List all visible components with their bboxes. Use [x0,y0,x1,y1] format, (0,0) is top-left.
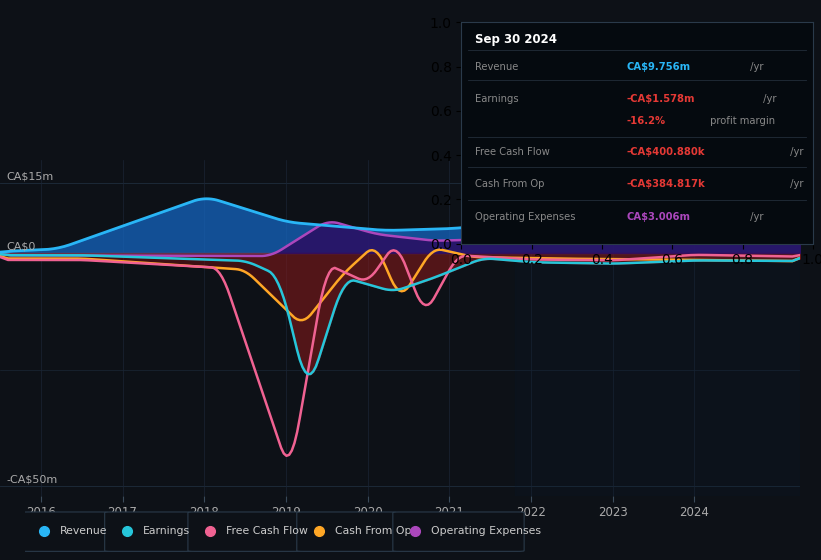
Text: /yr: /yr [747,212,764,222]
Text: Revenue: Revenue [475,62,519,72]
FancyBboxPatch shape [105,512,191,552]
FancyBboxPatch shape [297,512,396,552]
Text: Cash From Op: Cash From Op [335,526,411,535]
Text: CA$3.006m: CA$3.006m [626,212,690,222]
Text: /yr: /yr [787,179,803,189]
Text: Free Cash Flow: Free Cash Flow [227,526,308,535]
Text: Operating Expenses: Operating Expenses [475,212,576,222]
FancyBboxPatch shape [393,512,524,552]
Text: Earnings: Earnings [143,526,190,535]
Bar [515,160,800,496]
Text: CA$0: CA$0 [7,241,36,251]
Text: /yr: /yr [747,62,764,72]
Text: Revenue: Revenue [60,526,108,535]
Text: Cash From Op: Cash From Op [475,179,545,189]
Text: Sep 30 2024: Sep 30 2024 [475,34,557,46]
FancyBboxPatch shape [21,512,108,552]
Text: -CA$384.817k: -CA$384.817k [626,179,705,189]
Text: -CA$50m: -CA$50m [7,474,57,484]
Text: CA$15m: CA$15m [7,171,54,181]
Text: profit margin: profit margin [707,116,775,126]
Text: Operating Expenses: Operating Expenses [431,526,541,535]
FancyBboxPatch shape [188,512,300,552]
Text: /yr: /yr [760,94,777,104]
Text: -CA$400.880k: -CA$400.880k [626,147,705,157]
Text: -CA$1.578m: -CA$1.578m [626,94,695,104]
Text: Earnings: Earnings [475,94,519,104]
Text: CA$9.756m: CA$9.756m [626,62,690,72]
Text: -16.2%: -16.2% [626,116,666,126]
Text: Free Cash Flow: Free Cash Flow [475,147,550,157]
Text: /yr: /yr [787,147,803,157]
